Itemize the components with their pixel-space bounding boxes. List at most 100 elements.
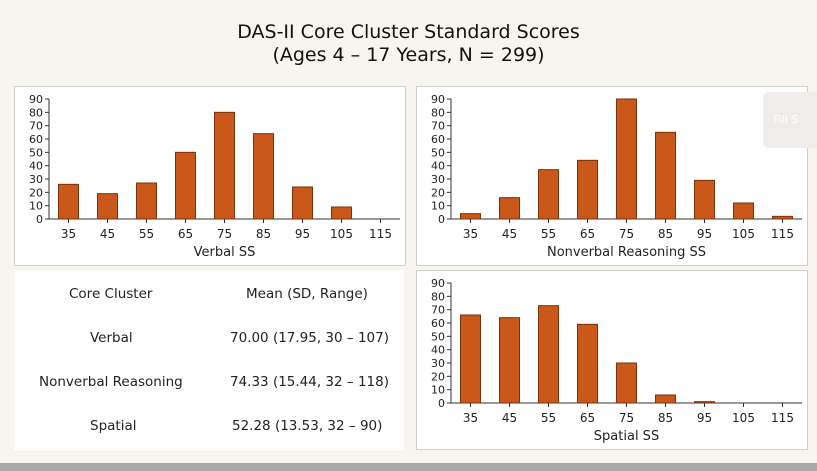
- y-tick-label: 20: [29, 186, 43, 199]
- x-tick-label: 55: [541, 227, 556, 241]
- y-tick-label: 70: [29, 120, 43, 133]
- y-tick-label: 10: [431, 384, 445, 397]
- x-tick-label: 45: [502, 227, 517, 241]
- y-tick-label: 20: [431, 186, 445, 199]
- y-tick-label: 40: [431, 344, 445, 357]
- x-tick-label: 55: [139, 227, 154, 241]
- x-tick-label: 115: [771, 227, 794, 241]
- bar-105: [733, 202, 754, 220]
- x-tick-label: 75: [619, 227, 634, 241]
- x-tick-label: 95: [697, 411, 712, 425]
- x-tick-label: 105: [732, 411, 755, 425]
- table-row-stats: 70.00 (17.95, 30 – 107): [230, 330, 389, 346]
- table-row-stats: 74.33 (15.44, 32 – 118): [230, 374, 389, 390]
- bar-35: [58, 183, 79, 220]
- y-tick-label: 90: [431, 277, 445, 290]
- y-tick-label: 90: [431, 93, 445, 106]
- x-tick-label: 65: [580, 411, 595, 425]
- y-tick-label: 0: [438, 213, 445, 226]
- bar-75: [616, 362, 637, 404]
- bar-35: [460, 213, 481, 220]
- x-tick-label: 95: [697, 227, 712, 241]
- y-tick-label: 0: [36, 213, 43, 226]
- bar-115: [772, 215, 793, 220]
- table-header-cluster: Core Cluster: [69, 286, 153, 302]
- bar-95: [694, 401, 715, 404]
- y-tick-label: 70: [431, 120, 445, 133]
- table-row-stats: 52.28 (13.53, 32 – 90): [232, 418, 383, 434]
- y-tick-label: 80: [29, 106, 43, 119]
- x-tick-label: 95: [295, 227, 310, 241]
- bar-65: [577, 159, 598, 220]
- bar-85: [655, 394, 676, 404]
- x-tick-label: 85: [658, 227, 673, 241]
- x-tick-label: 45: [502, 411, 517, 425]
- bar-55: [538, 305, 559, 404]
- x-tick-label: 65: [178, 227, 193, 241]
- spatial-chart-panel: 0 10 20 30 40 50 60 70 80 90 35 45 55 65 75 85 95 105 115 S…: [416, 270, 808, 450]
- y-tick-label: 20: [431, 370, 445, 383]
- y-tick-label: 30: [431, 357, 445, 370]
- bottom-divider: [0, 463, 817, 471]
- table-row-cluster: Nonverbal Reasoning: [39, 374, 183, 390]
- bar-45: [499, 197, 520, 220]
- x-tick-label: 35: [463, 227, 478, 241]
- bar-45: [97, 193, 118, 220]
- bar-45: [499, 317, 520, 404]
- bar-65: [175, 151, 196, 220]
- bar-95: [292, 186, 313, 220]
- y-tick-label: 50: [431, 146, 445, 159]
- bar-95: [694, 179, 715, 220]
- y-tick-label: 30: [29, 173, 43, 186]
- bar-55: [136, 182, 157, 220]
- y-tick-label: 30: [431, 173, 445, 186]
- x-tick-label: 105: [330, 227, 353, 241]
- y-tick-label: 60: [431, 317, 445, 330]
- y-tick-label: 10: [29, 200, 43, 213]
- page-title: DAS-II Core Cluster Standard Scores: [237, 21, 580, 43]
- x-tick-label: 55: [541, 411, 556, 425]
- bar-75: [214, 111, 235, 220]
- x-tick-label: 115: [369, 227, 392, 241]
- y-tick-label: 50: [431, 330, 445, 343]
- nonverbal-chart-panel: 0 10 20 30 40 50 60 70 80 90 35 45 55 65 75 85 95 105 115 N…: [416, 86, 808, 266]
- x-tick-label: 85: [256, 227, 271, 241]
- x-axis-title: Verbal SS: [194, 245, 256, 260]
- y-tick-label: 50: [29, 146, 43, 159]
- y-tick-label: 70: [431, 304, 445, 317]
- y-tick-label: 80: [431, 106, 445, 119]
- x-axis-title: Nonverbal Reasoning SS: [547, 245, 706, 260]
- x-tick-label: 75: [217, 227, 232, 241]
- fill-button[interactable]: Fill S: [763, 92, 817, 148]
- y-tick-label: 0: [438, 397, 445, 410]
- table-header-stats: Mean (SD, Range): [246, 286, 368, 302]
- y-tick-label: 90: [29, 93, 43, 106]
- y-tick-label: 80: [431, 290, 445, 303]
- x-tick-label: 45: [100, 227, 115, 241]
- y-tick-label: 40: [29, 160, 43, 173]
- y-tick-label: 60: [431, 133, 445, 146]
- bar-35: [460, 314, 481, 404]
- x-tick-label: 115: [771, 411, 794, 425]
- x-tick-label: 105: [732, 227, 755, 241]
- summary-table: Core Cluster Mean (SD, Range) Verbal 70.…: [14, 270, 404, 450]
- bar-55: [538, 169, 559, 220]
- x-tick-label: 35: [463, 411, 478, 425]
- x-tick-label: 85: [658, 411, 673, 425]
- x-tick-label: 35: [61, 227, 76, 241]
- y-tick-label: 60: [29, 133, 43, 146]
- bar-75: [616, 98, 637, 220]
- bar-85: [253, 133, 274, 220]
- y-tick-label: 10: [431, 200, 445, 213]
- bar-85: [655, 131, 676, 220]
- bar-65: [577, 323, 598, 404]
- page-subtitle: (Ages 4 – 17 Years, N = 299): [272, 44, 545, 66]
- x-tick-label: 65: [580, 227, 595, 241]
- x-tick-label: 75: [619, 411, 634, 425]
- verbal-chart-panel: 0 10 20 30 40 50 60 70 80 90 35 45 55 65 75 85 95 105 115 V…: [14, 86, 406, 266]
- y-tick-label: 40: [431, 160, 445, 173]
- table-row-cluster: Spatial: [90, 418, 137, 434]
